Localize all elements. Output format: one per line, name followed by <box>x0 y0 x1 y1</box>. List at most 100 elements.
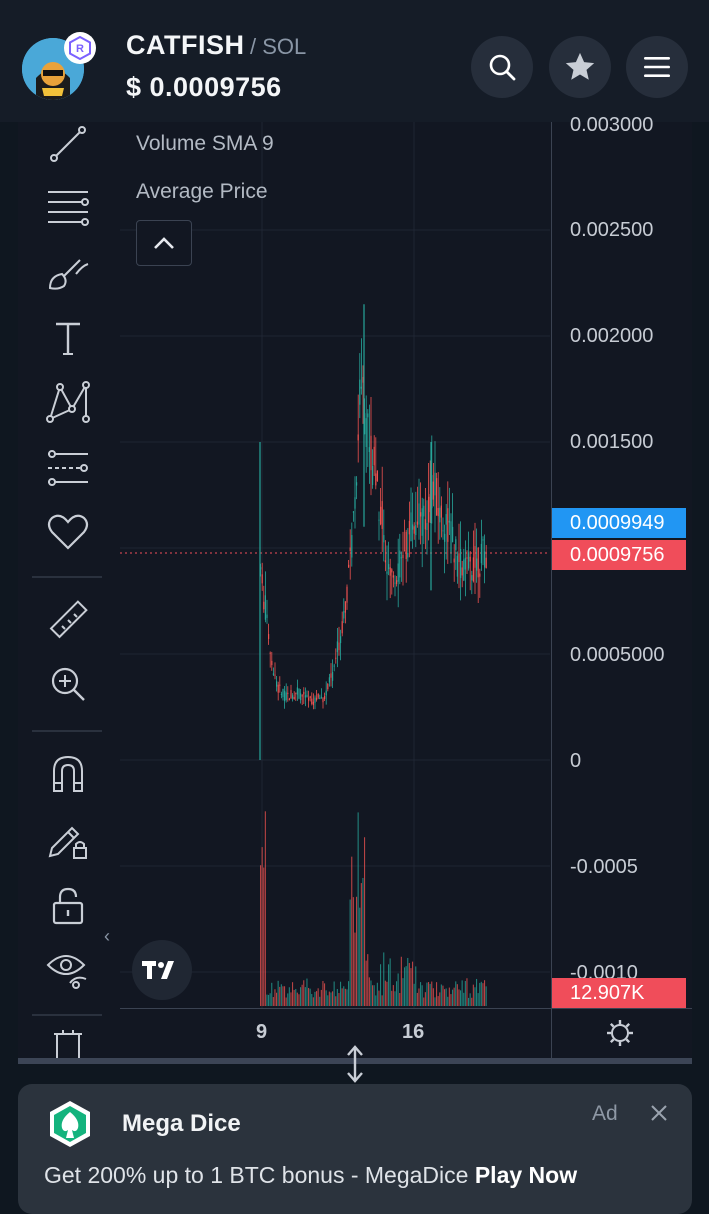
candlestick-series <box>259 304 487 760</box>
chart-settings-button[interactable] <box>606 1019 634 1052</box>
current-price-tag: 0.0009756 <box>552 540 686 570</box>
forecast-tool[interactable] <box>46 446 90 490</box>
candle-body <box>432 481 434 500</box>
time-axis-label: 9 <box>256 1021 268 1043</box>
tradingview-logo[interactable] <box>132 940 192 1000</box>
candle-body <box>391 569 393 573</box>
price-axis-label: 0 <box>570 750 582 772</box>
candle-body <box>413 526 415 534</box>
candle-body <box>455 539 457 551</box>
volume-bar <box>370 980 372 1006</box>
candle-body <box>474 546 476 568</box>
volume-bar <box>391 990 393 1006</box>
volume-bar <box>295 988 297 1006</box>
candle-body <box>392 575 394 578</box>
zoom-tool[interactable] <box>46 662 90 706</box>
volume-bar <box>389 958 391 1006</box>
volume-bar <box>285 997 287 1006</box>
volume-bar <box>447 996 449 1006</box>
volume-bar <box>349 899 351 1006</box>
candle-body <box>351 535 353 558</box>
expand-toolbar-icon[interactable]: ‹ <box>104 926 110 946</box>
visibility-tool[interactable] <box>46 948 90 992</box>
unlock-tool[interactable] <box>46 884 90 928</box>
candle-body <box>383 535 385 543</box>
volume-bar <box>282 986 284 1006</box>
volume-bar <box>287 993 289 1006</box>
candle-body <box>336 641 338 653</box>
legend-volume-sma[interactable]: Volume SMA 9 <box>136 132 274 155</box>
trend-line-tool[interactable] <box>46 122 90 166</box>
pattern-tool[interactable] <box>46 380 90 424</box>
volume-bar <box>340 981 342 1006</box>
volume-bar <box>280 984 282 1006</box>
candle-body <box>461 567 463 576</box>
token-pair: / SOL <box>250 34 306 60</box>
candle-body <box>333 665 335 667</box>
volume-bar <box>448 987 450 1006</box>
candle-body <box>464 557 466 570</box>
candle-body <box>375 473 377 486</box>
lock-drawing-tool[interactable] <box>46 818 90 862</box>
volume-bar <box>434 997 436 1006</box>
candle-body <box>460 549 462 578</box>
candle-body <box>292 695 294 699</box>
ad-close-button[interactable] <box>646 1100 672 1126</box>
candle-body <box>306 694 308 697</box>
candle-body <box>327 683 329 690</box>
time-axis[interactable]: 9 16 <box>120 1008 692 1059</box>
ad-description: Get 200% up to 1 BTC bonus - MegaDice <box>44 1162 469 1188</box>
volume-bar <box>402 978 404 1006</box>
candle-body <box>436 478 438 516</box>
candle-body <box>476 558 478 571</box>
candle-body <box>266 614 268 618</box>
volume-bar <box>324 983 326 1006</box>
volume-bar <box>279 986 281 1006</box>
candle-body <box>365 418 367 447</box>
candle-body <box>314 697 316 703</box>
volume-bar <box>404 967 406 1006</box>
candle-body <box>410 512 412 542</box>
favorite-button[interactable] <box>549 36 611 98</box>
magnet-tool[interactable] <box>46 752 90 796</box>
volume-bar <box>432 988 434 1006</box>
candle-body <box>277 684 279 693</box>
ruler-tool[interactable] <box>46 598 90 642</box>
volume-bar <box>388 964 390 1006</box>
volume-bar <box>272 997 274 1006</box>
menu-icon <box>644 57 670 77</box>
volume-bar <box>314 991 316 1006</box>
remove-drawings-tool[interactable] <box>46 1030 90 1058</box>
candle-body <box>320 696 322 698</box>
volume-bar <box>308 987 310 1006</box>
volume-bar <box>292 982 294 1006</box>
favorites-tool[interactable] <box>46 510 90 554</box>
brush-tool[interactable] <box>46 252 90 296</box>
trend-line-icon <box>50 126 86 162</box>
volume-bar <box>383 952 385 1006</box>
legend-average-price[interactable]: Average Price <box>136 180 268 203</box>
pair-quote: SOL <box>262 34 307 59</box>
candle-body <box>324 695 326 699</box>
volume-bar <box>466 978 468 1006</box>
ad-play-now-link[interactable]: Play Now <box>474 1162 578 1188</box>
search-button[interactable] <box>471 36 533 98</box>
legend-collapse-button[interactable] <box>136 220 192 266</box>
menu-button[interactable] <box>626 36 688 98</box>
ruler-icon <box>49 600 88 639</box>
resize-handle[interactable] <box>340 1044 370 1084</box>
price-axis-label: -0.0005 <box>570 856 638 878</box>
volume-bar <box>397 973 399 1006</box>
fib-retracement-tool[interactable] <box>46 184 90 228</box>
volume-bar <box>463 992 465 1006</box>
volume-bar <box>479 982 481 1006</box>
volume-bar <box>405 966 407 1006</box>
volume-bar <box>444 989 446 1006</box>
volume-bar <box>365 960 367 1006</box>
text-tool[interactable] <box>46 316 90 360</box>
ad-banner[interactable]: Mega Dice Ad Get 200% up to 1 BTC bonus … <box>18 1084 692 1214</box>
price-axis-label: 0.0005000 <box>570 644 665 666</box>
toolbar-divider <box>32 730 102 732</box>
price-axis[interactable]: 0.003000 0.002500 0.002000 0.001500 0.00… <box>551 114 693 1008</box>
brush-icon <box>48 259 89 290</box>
